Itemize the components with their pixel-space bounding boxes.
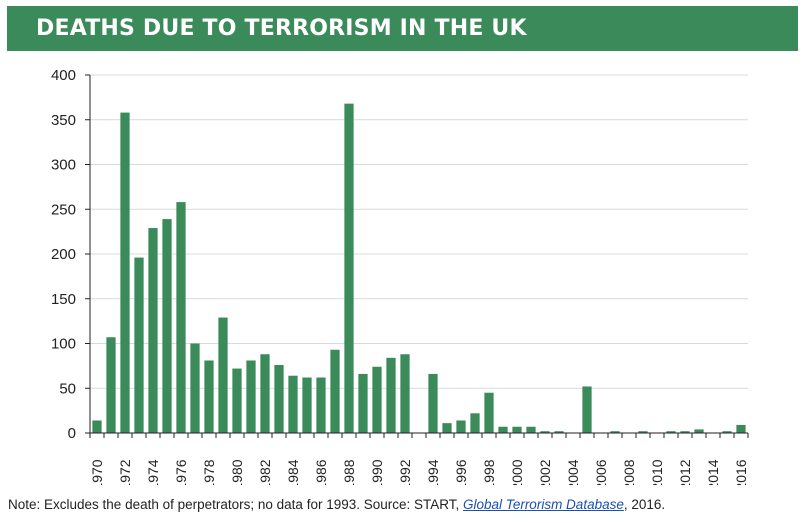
- x-tick-label: 1994: [425, 459, 441, 485]
- y-tick-label: 250: [51, 201, 76, 218]
- y-tick-label: 150: [51, 291, 76, 308]
- bar-1988: [344, 103, 354, 433]
- bar-1978: [204, 360, 214, 433]
- x-tick-label: 1976: [173, 459, 189, 485]
- bar-1972: [120, 112, 130, 433]
- bar-1989: [358, 373, 368, 433]
- bar-2002: [540, 431, 550, 433]
- y-tick-label: 350: [51, 112, 76, 129]
- y-tick-label: 300: [51, 157, 76, 174]
- bar-2015: [722, 431, 732, 433]
- x-tick-label: 1996: [453, 459, 469, 485]
- bar-1986: [316, 377, 326, 433]
- bar-1996: [456, 420, 466, 433]
- bar-1971: [106, 337, 116, 433]
- bar-1974: [148, 228, 158, 433]
- x-tick-label: 2000: [509, 459, 525, 485]
- bar-1970: [92, 420, 102, 433]
- source-note: Note: Excludes the death of perpetrators…: [8, 497, 665, 512]
- bar-2003: [554, 431, 564, 433]
- y-tick-label: 200: [51, 246, 76, 263]
- x-tick-label: 1982: [257, 459, 273, 485]
- source-link[interactable]: Global Terrorism Database: [463, 497, 624, 512]
- x-axis-ticks: 1970 1972 1974 1976 1978 1980 1982 1984 1986 1988…: [89, 433, 749, 491]
- bar-2005: [582, 386, 592, 433]
- x-tick-label: 1978: [201, 459, 217, 485]
- x-tick-label: 2006: [593, 459, 609, 485]
- bar-1983: [274, 364, 284, 433]
- bar-1999: [498, 426, 508, 433]
- x-tick-label: 1980: [229, 459, 245, 485]
- bar-1979: [218, 317, 228, 433]
- y-axis-ticks: 0 50 100 150 200 250 300 350 400: [51, 67, 90, 442]
- bar-2000: [512, 426, 522, 433]
- y-tick-label: 50: [59, 380, 76, 397]
- bar-1997: [470, 413, 480, 433]
- x-tick-label: 1998: [481, 459, 497, 485]
- x-tick-label: 2010: [649, 459, 665, 485]
- x-tick-label: 1988: [341, 459, 357, 485]
- bar-2013: [694, 429, 704, 433]
- bar-2007: [610, 431, 620, 433]
- x-tick-label: 2002: [537, 459, 553, 485]
- bar-1975: [162, 219, 172, 433]
- title-bar: DEATHS DUE TO TERRORISM IN THE UK: [7, 6, 798, 51]
- bar-1998: [484, 392, 494, 433]
- bar-1987: [330, 349, 340, 433]
- chart-title: DEATHS DUE TO TERRORISM IN THE UK: [36, 16, 527, 41]
- x-tick-label: 1984: [285, 459, 301, 485]
- bar-2012: [680, 431, 690, 433]
- x-tick-label: 2004: [565, 459, 581, 485]
- bar-2009: [638, 431, 648, 433]
- chart-area: 0 50 100 150 200 250 300 350 400 1970 1972 1974 197…: [0, 55, 807, 491]
- bar-1976: [176, 202, 186, 433]
- x-tick-label: 1990: [369, 459, 385, 485]
- bar-1991: [386, 357, 396, 433]
- bar-1982: [260, 354, 270, 433]
- grid-lines: [90, 74, 748, 389]
- bars: [92, 103, 746, 433]
- bar-1984: [288, 375, 298, 433]
- x-tick-label: 2014: [705, 459, 721, 485]
- bar-1995: [442, 423, 452, 433]
- x-tick-label: 1972: [117, 459, 133, 485]
- bar-2016: [736, 424, 746, 433]
- bar-1977: [190, 343, 200, 433]
- x-tick-label: 2008: [621, 459, 637, 485]
- bar-2001: [526, 426, 536, 433]
- bar-1981: [246, 360, 256, 433]
- x-tick-label: 1970: [89, 459, 105, 485]
- bar-1973: [134, 257, 144, 433]
- x-tick-label: 2012: [677, 459, 693, 485]
- note-suffix: , 2016.: [623, 497, 666, 512]
- bar-1980: [232, 368, 242, 433]
- bar-1992: [400, 354, 410, 433]
- x-tick-label: 1986: [313, 459, 329, 485]
- x-tick-label: 1974: [145, 459, 161, 485]
- bar-1994: [428, 373, 438, 433]
- x-tick-label: 1992: [397, 459, 413, 485]
- y-tick-label: 100: [51, 336, 76, 353]
- y-tick-label: 0: [68, 425, 76, 442]
- y-tick-label: 400: [51, 67, 76, 84]
- bar-1985: [302, 377, 312, 433]
- note-prefix: Note: Excludes the death of perpetrators…: [8, 497, 460, 512]
- x-tick-label: 2016: [733, 459, 749, 485]
- bar-1990: [372, 366, 382, 433]
- bar-2011: [666, 431, 676, 433]
